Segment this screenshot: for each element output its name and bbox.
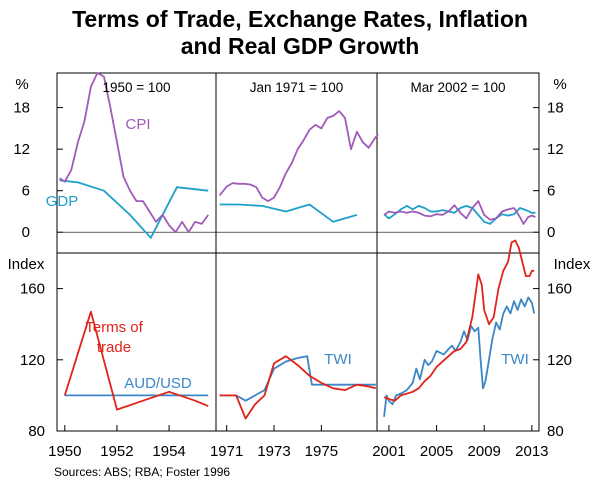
source-note: Sources: ABS; RBA; Foster 1996 [54, 465, 231, 479]
y-tick-label-right: 80 [547, 423, 564, 440]
gdp-line [219, 203, 358, 223]
y-tick-label-right: 0 [547, 224, 555, 241]
chart-frame [56, 72, 540, 432]
cpi-line [218, 110, 379, 202]
chart-title-line-1: Terms of Trade, Exchange Rates, Inflatio… [72, 6, 528, 32]
x-tick-label: 2009 [468, 443, 501, 460]
period-3 [383, 200, 536, 417]
series-layer [59, 72, 536, 420]
period-2 [218, 110, 379, 420]
gdp-line [383, 205, 536, 225]
y-tick-label-left: 18 [13, 100, 30, 117]
y-tick-label-left: 120 [20, 352, 45, 369]
x-tick-label: 1950 [48, 443, 81, 460]
y-tick-label-left: 12 [13, 141, 30, 158]
base-period-label: Mar 2002 = 100 [411, 80, 506, 95]
series-label-fx: AUD/USD [124, 375, 192, 392]
series-label-gdp: GDP [46, 193, 79, 210]
chart-title-line-2: and Real GDP Growth [180, 33, 420, 59]
bottom-unit-label-right: Index [554, 256, 591, 273]
period-1 [59, 72, 209, 411]
x-tick-label: 1952 [100, 443, 133, 460]
gdp-line [59, 179, 209, 239]
y-tick-label-left: 6 [22, 183, 30, 200]
x-tick-label: 1975 [305, 443, 338, 460]
series-label-tot: Terms of [85, 319, 143, 336]
terms-of-trade-line [383, 239, 535, 402]
y-tick-label-right: 12 [547, 141, 564, 158]
x-tick-label: 1973 [257, 443, 290, 460]
y-tick-label-right: 160 [547, 281, 572, 298]
y-tick-label-left: 80 [28, 423, 45, 440]
x-tick-label: 1971 [210, 443, 243, 460]
x-tick-label: 2013 [515, 443, 548, 460]
top-unit-label-right: % [553, 76, 566, 93]
x-tick-label: 2005 [420, 443, 453, 460]
y-tick-label-right: 120 [547, 352, 572, 369]
terms-of-trade-line [63, 310, 209, 411]
cpi-line [383, 200, 536, 225]
x-tick-label: 1954 [152, 443, 185, 460]
series-label-twi: TWI [501, 351, 529, 368]
chart-title: Terms of Trade, Exchange Rates, Inflatio… [0, 6, 600, 60]
series-label-twi: TWI [324, 351, 352, 368]
bottom-unit-label-left: Index [8, 256, 45, 273]
label-layer: % % 0 0 6 6 12 12 18 18 Index Index 80 80 120 120 160 160… [8, 76, 591, 460]
y-tick-label-right: 18 [547, 100, 564, 117]
terms-of-trade-line [219, 355, 377, 420]
x-tick-label: 2001 [372, 443, 405, 460]
cpi-line [59, 72, 209, 234]
series-label-tot2: trade [97, 339, 131, 356]
twi-line [219, 355, 376, 402]
twi-line [383, 296, 536, 417]
top-unit-label-left: % [15, 76, 28, 93]
plot-border [56, 72, 540, 432]
y-tick-label-right: 6 [547, 183, 555, 200]
y-tick-label-left: 160 [20, 281, 45, 298]
base-period-label: 1950 = 100 [103, 80, 171, 95]
series-label-cpi: CPI [125, 116, 150, 133]
base-period-label: Jan 1971 = 100 [250, 80, 343, 95]
y-tick-label-left: 0 [22, 224, 30, 241]
